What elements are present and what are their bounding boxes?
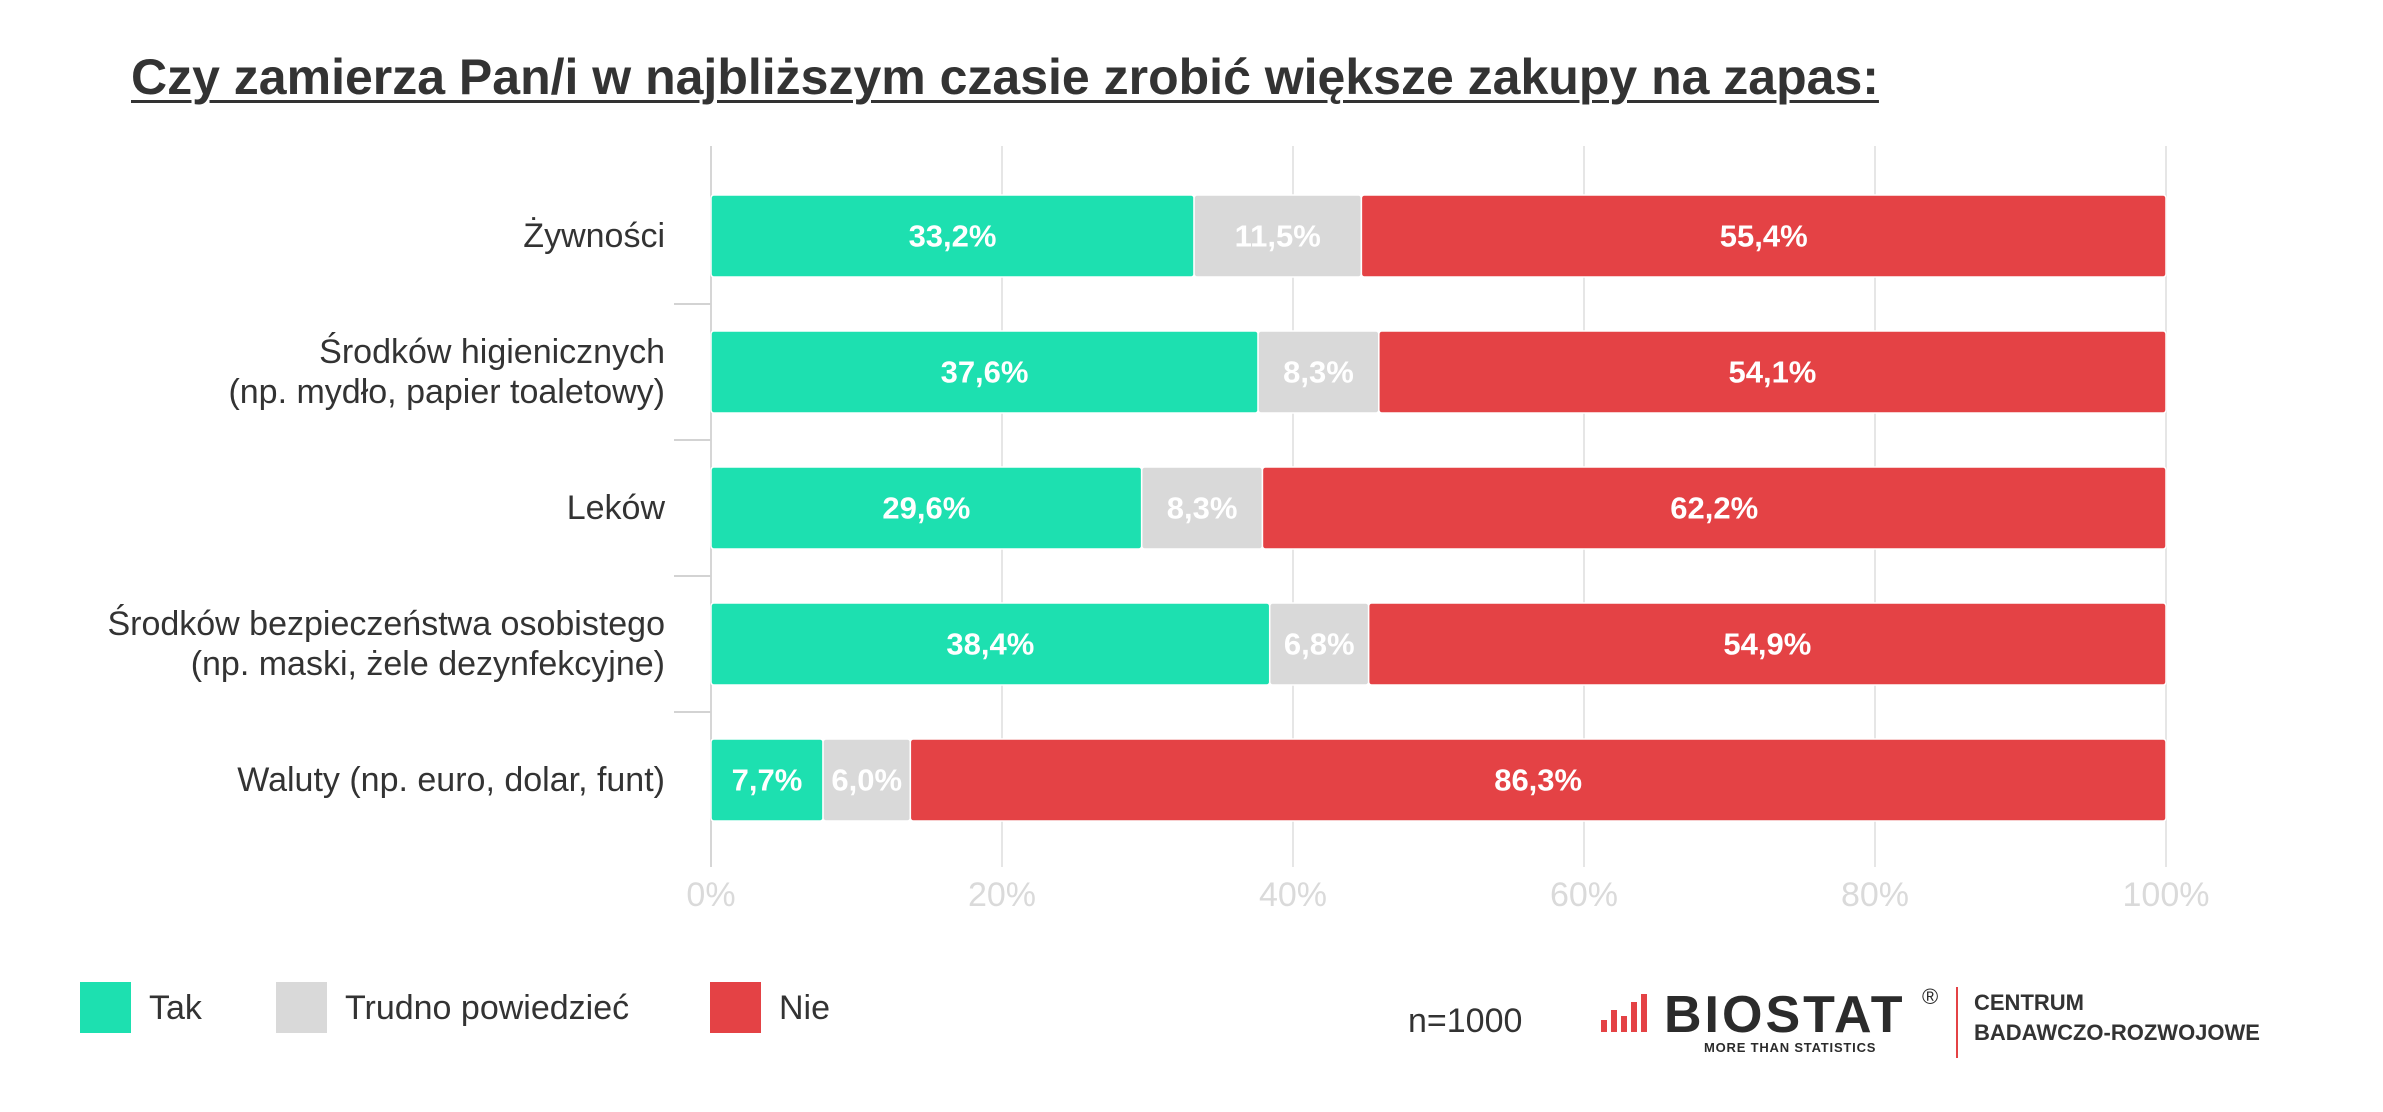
data-label: 86,3% [1494,763,1582,798]
category-label: Żywności [523,217,665,255]
data-label: 55,4% [1720,219,1808,254]
legend-item-trudno-powiedziec: Trudno powiedzieć [276,982,629,1033]
data-label: 38,4% [946,627,1034,662]
category-label: Środków higienicznych (np. mydło, papier … [228,332,665,411]
data-label: 6,8% [1284,627,1355,662]
page-title: Czy zamierza Pan/i w najbliższym czasie … [131,49,1879,105]
sample-size-note: n=1000 [1408,1002,1523,1040]
stacked-bar-chart: 0% 20% 40% 60% 80% 100% Żywności Środków higien… [107,146,2210,914]
category-label: Waluty (np. euro, dolar, funt) [237,761,665,799]
logo-tagline: MORE THAN STATISTICS [1704,1040,1877,1055]
category-label: Środków bezpieczeństwa osobistego (np. ma… [107,604,665,683]
data-label: 29,6% [882,491,970,526]
bar-segment-nie [1367,602,2167,686]
legend-swatch-tak [80,982,131,1033]
bar-segment-nie [1360,194,2167,278]
data-label: 62,2% [1670,491,1758,526]
x-tick-label: 0% [686,876,735,914]
legend-label-nie: Nie [779,988,831,1027]
legend-item-tak: Tak [80,982,202,1033]
category-label-line: Środków bezpieczeństwa osobistego [107,604,665,643]
x-tick-label: 20% [968,876,1036,914]
data-label: 37,6% [941,355,1029,390]
logo-wordmark: BIOSTAT [1664,986,1906,1044]
category-label-line: (np. mydło, papier toaletowy) [228,373,665,411]
legend-label-trudno-powiedziec: Trudno powiedzieć [345,988,630,1027]
data-label: 6,0% [831,763,902,798]
data-label: 54,9% [1723,627,1811,662]
bar-segment-nie [909,738,2167,822]
data-label: 11,5% [1235,219,1321,254]
registered-mark: ® [1922,984,1939,1009]
category-label-line: (np. maski, żele dezynfekcyjne) [191,645,665,683]
data-label: 8,3% [1283,355,1354,390]
data-label: 54,1% [1728,355,1816,390]
category-label-line: Waluty (np. euro, dolar, funt) [237,761,665,799]
legend-label-tak: Tak [149,988,202,1027]
data-label: 33,2% [909,219,997,254]
bar-segment-nie [1378,330,2167,414]
legend-item-nie: Nie [710,982,830,1033]
x-tick-label: 100% [2123,876,2210,914]
category-label: Leków [567,489,666,527]
legend-swatch-nie [710,982,761,1033]
unit-name-line-2: BADAWCZO-ROZWOJOWE [1974,1020,2260,1045]
x-tick-label: 60% [1550,876,1618,914]
x-tick-label: 80% [1841,876,1909,914]
category-label-line: Żywności [523,217,665,255]
data-label: 8,3% [1167,491,1238,526]
category-label-line: Leków [567,489,666,527]
data-label: 7,7% [732,763,803,798]
category-label-line: Środków higienicznych [319,332,665,371]
bar-chart-icon [1601,994,1647,1032]
unit-name-line-1: CENTRUM [1974,990,2084,1015]
legend-swatch-trudno-powiedziec [276,982,327,1033]
logo-divider [1956,987,1958,1058]
x-tick-label: 40% [1259,876,1327,914]
bar-segment-nie [1261,466,2167,550]
